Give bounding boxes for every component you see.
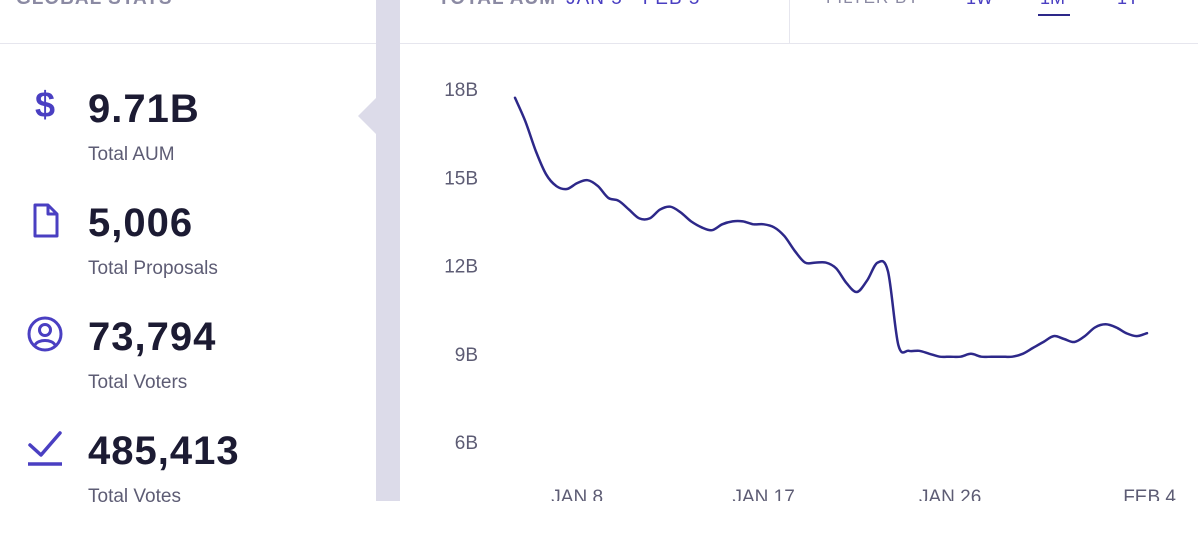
stat-value: 5,006 xyxy=(88,201,194,245)
user-circle-icon xyxy=(27,316,63,352)
global-stats-panel: GLOBAL STATS $ 9.71B Total AUM 5,006 Tot… xyxy=(0,0,376,507)
stat-value: 9.71B xyxy=(88,87,200,131)
x-tick-label: FEB 4 xyxy=(1123,487,1176,501)
y-tick-label: 18B xyxy=(444,80,478,101)
global-stats-header: GLOBAL STATS xyxy=(0,0,376,44)
chart-title: TOTAL AUM xyxy=(438,0,556,9)
stat-total-votes: 485,413 Total Votes xyxy=(0,428,376,538)
filter-1y-button[interactable]: 1Y xyxy=(1117,0,1139,9)
active-stat-pointer xyxy=(358,98,376,134)
document-icon xyxy=(33,203,59,238)
dollar-icon: $ xyxy=(35,86,55,125)
svg-text:$: $ xyxy=(35,86,55,125)
stat-total-voters: 73,794 Total Voters xyxy=(0,314,376,424)
chart-title-line: TOTAL AUM JAN 5 - FEB 5 xyxy=(438,0,701,10)
stat-label: Total AUM xyxy=(88,144,175,165)
stat-value: 485,413 xyxy=(88,429,240,473)
global-stats-title: GLOBAL STATS xyxy=(16,0,173,10)
filter-1w-button[interactable]: 1W xyxy=(966,0,993,9)
y-tick-label: 12B xyxy=(444,257,478,278)
filter-label: FILTER BY xyxy=(826,0,920,8)
y-tick-label: 6B xyxy=(455,433,478,454)
chart-header: TOTAL AUM JAN 5 - FEB 5 FILTER BY 1W 1M 1… xyxy=(400,0,1198,44)
panel-divider xyxy=(376,0,400,501)
stat-label: Total Votes xyxy=(88,486,181,507)
checkmark-icon xyxy=(28,431,62,466)
x-tick-label: JAN 8 xyxy=(551,487,603,501)
x-tick-label: JAN 26 xyxy=(919,487,981,501)
stat-value: 73,794 xyxy=(88,315,217,359)
aum-series-line xyxy=(513,96,1149,359)
stat-total-aum: $ 9.71B Total AUM xyxy=(0,86,376,196)
chart-date-range: JAN 5 - FEB 5 xyxy=(566,0,700,9)
chart-panel: TOTAL AUM JAN 5 - FEB 5 FILTER BY 1W 1M 1… xyxy=(400,0,1198,501)
filter-bar: FILTER BY 1W 1M 1Y xyxy=(789,0,1198,43)
active-filter-underline xyxy=(1038,14,1070,16)
stat-total-proposals: 5,006 Total Proposals xyxy=(0,200,376,310)
y-tick-label: 9B xyxy=(455,345,478,366)
stat-label: Total Voters xyxy=(88,372,188,393)
stat-label: Total Proposals xyxy=(88,258,218,279)
y-tick-label: 15B xyxy=(444,168,478,189)
x-tick-label: JAN 17 xyxy=(732,487,794,501)
filter-1m-button[interactable]: 1M xyxy=(1040,0,1065,9)
aum-line-chart: 18B 15B 12B 9B 6B JAN 8 JAN 17 JAN 26 FEB 4 xyxy=(444,80,1176,501)
